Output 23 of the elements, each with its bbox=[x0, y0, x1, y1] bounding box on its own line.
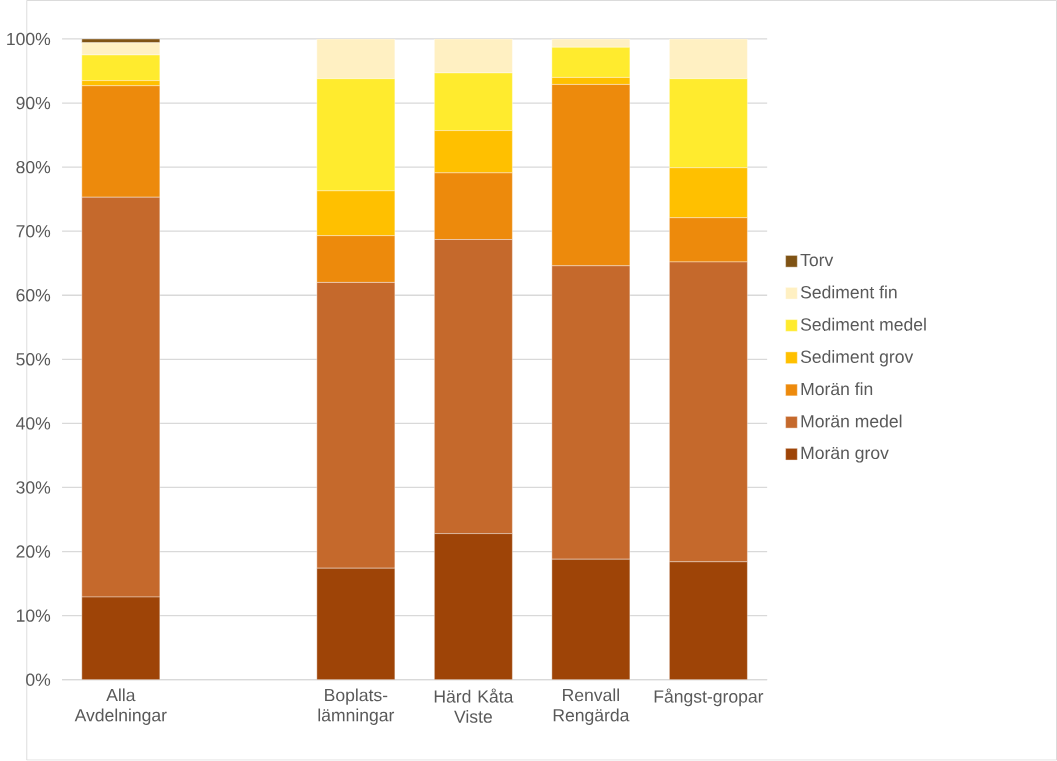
x-tick-label: Boplats-lämningar bbox=[318, 688, 395, 726]
legend-label: Torv bbox=[800, 254, 834, 267]
x-tick-label: Fångst-gropar bbox=[654, 688, 764, 707]
y-tick-label: 30% bbox=[16, 481, 51, 494]
y-tick-label: 60% bbox=[16, 289, 51, 302]
y-tick-label: 80% bbox=[16, 161, 51, 174]
y-tick-label: 70% bbox=[16, 225, 51, 238]
y-tick-label: 90% bbox=[16, 97, 51, 110]
x-tick-label: Alla Avdelningar bbox=[74, 688, 167, 726]
x-tick-label: Renvall Rengärda bbox=[553, 688, 630, 726]
y-tick-label: 0% bbox=[26, 673, 51, 687]
legend-label: Morän medel bbox=[801, 414, 902, 428]
legend-label: Sediment grov bbox=[800, 350, 914, 367]
y-tick-label: 10% bbox=[16, 609, 51, 623]
x-tick-label: Härd Kåta Viste bbox=[434, 688, 514, 724]
legend-label: Morän fin bbox=[801, 382, 873, 396]
legend-label: Sediment medel bbox=[800, 318, 926, 331]
y-tick-label: 20% bbox=[16, 545, 51, 558]
legend-label: Morän grov bbox=[801, 447, 889, 463]
legend-label: Sediment fin bbox=[800, 285, 897, 299]
y-tick-label: 40% bbox=[16, 417, 51, 430]
y-tick-label: 100% bbox=[7, 32, 51, 46]
y-tick-label: 50% bbox=[16, 353, 51, 366]
